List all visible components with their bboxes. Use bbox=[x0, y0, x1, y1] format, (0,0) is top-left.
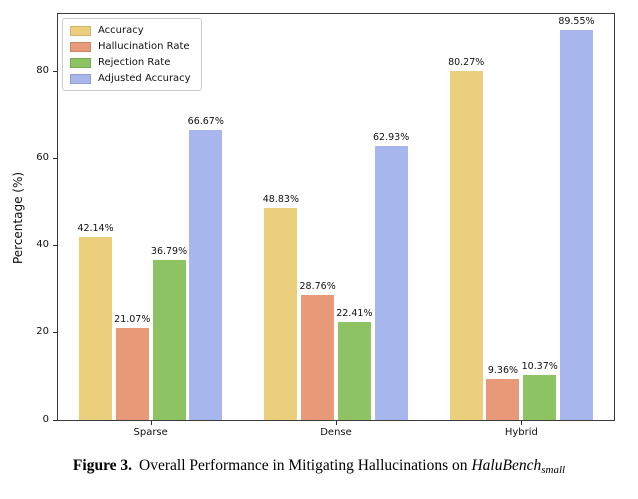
plot-area: Accuracy Hallucination Rate Rejection Rate… bbox=[57, 13, 615, 421]
y-tick-label: 0 bbox=[42, 413, 49, 425]
bar-value-label: 48.83% bbox=[262, 193, 299, 205]
bar-rejection-rate-hybrid bbox=[523, 374, 557, 420]
legend-swatch-icon bbox=[70, 25, 91, 36]
bar-value-label: 9.36% bbox=[487, 365, 519, 377]
bars-layer: 42.14% 21.07% 36.79% 66.67% 48.83% 28.76% 22.4… bbox=[58, 14, 614, 420]
legend-label: Rejection Rate bbox=[98, 57, 171, 68]
bar-hallucination-rate-dense bbox=[301, 294, 335, 420]
bar-adjusted-accuracy-dense bbox=[374, 146, 408, 420]
bar-accuracy-dense bbox=[264, 207, 298, 420]
legend-swatch-icon bbox=[70, 57, 91, 68]
legend-label: Hallucination Rate bbox=[98, 41, 190, 52]
legend-swatch-icon bbox=[70, 73, 91, 84]
legend-item: Accuracy bbox=[70, 25, 191, 36]
caption-benchmark-name: HaluBench bbox=[471, 457, 542, 474]
x-tick-label-hybrid: Hybrid bbox=[504, 427, 538, 438]
legend-item: Adjusted Accuracy bbox=[70, 73, 191, 84]
bar-value-label: 21.07% bbox=[114, 314, 151, 326]
bar-hallucination-rate-hybrid bbox=[486, 379, 520, 420]
y-tick-label: 80 bbox=[36, 65, 49, 77]
y-axis-title: Percentage (%) bbox=[11, 171, 25, 265]
bar-value-label: 22.41% bbox=[336, 308, 373, 320]
y-tick-label: 20 bbox=[36, 326, 49, 338]
legend-item: Hallucination Rate bbox=[70, 41, 191, 52]
bar-accuracy-sparse bbox=[79, 236, 113, 420]
bar-value-label: 62.93% bbox=[373, 132, 410, 144]
bar-adjusted-accuracy-sparse bbox=[189, 129, 223, 420]
x-tick-mark bbox=[150, 421, 152, 425]
y-tick-mark bbox=[53, 245, 57, 247]
bar-adjusted-accuracy-hybrid bbox=[559, 30, 593, 420]
x-tick-label-sparse: Sparse bbox=[133, 427, 168, 438]
legend: Accuracy Hallucination Rate Rejection Rate… bbox=[62, 18, 202, 91]
legend-swatch-icon bbox=[70, 41, 91, 52]
y-tick-mark bbox=[53, 158, 57, 160]
figure-caption: Figure 3. Overall Performance in Mitigati… bbox=[0, 457, 638, 476]
caption-benchmark-subscript: small bbox=[541, 464, 566, 476]
bar-rejection-rate-dense bbox=[337, 322, 371, 420]
bar-value-label: 10.37% bbox=[521, 360, 558, 372]
bar-value-label: 42.14% bbox=[77, 222, 114, 234]
legend-label: Accuracy bbox=[98, 25, 144, 36]
bar-accuracy-hybrid bbox=[449, 70, 483, 420]
x-tick-label-dense: Dense bbox=[320, 427, 352, 438]
caption-figure-label: Figure 3. bbox=[72, 457, 133, 474]
x-tick-mark bbox=[521, 421, 523, 425]
x-tick-mark bbox=[336, 421, 337, 425]
bar-rejection-rate-sparse bbox=[152, 259, 186, 420]
bar-value-label: 28.76% bbox=[299, 280, 336, 292]
legend-label: Adjusted Accuracy bbox=[98, 73, 191, 84]
y-tick-mark bbox=[53, 419, 57, 421]
y-tick-mark bbox=[53, 332, 57, 334]
bar-value-label: 36.79% bbox=[150, 245, 188, 257]
caption-text: Overall Performance in Mitigating Halluc… bbox=[139, 457, 468, 474]
bar-hallucination-rate-sparse bbox=[115, 328, 149, 420]
bar-value-label: 89.55% bbox=[558, 16, 595, 28]
legend-item: Rejection Rate bbox=[70, 57, 191, 68]
bar-value-label: 80.27% bbox=[448, 56, 485, 68]
y-tick-label: 60 bbox=[36, 152, 49, 164]
y-tick-label: 40 bbox=[36, 239, 49, 251]
y-tick-mark bbox=[53, 71, 57, 73]
bar-value-label: 66.67% bbox=[187, 115, 224, 127]
